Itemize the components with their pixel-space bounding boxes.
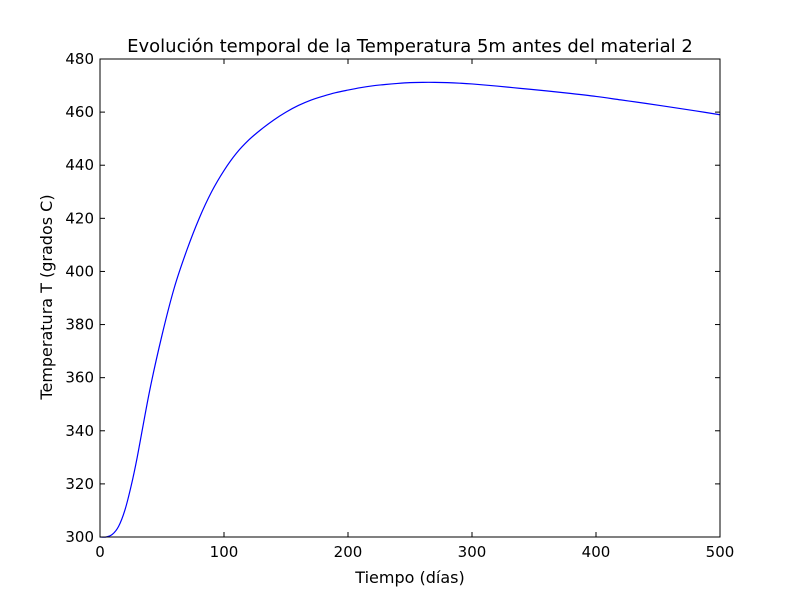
y-tick-label: 440 (65, 156, 94, 174)
y-tick-label: 480 (65, 50, 94, 68)
y-tick-label: 320 (65, 475, 94, 493)
y-tick-label: 360 (65, 369, 94, 387)
x-axis-label: Tiempo (días) (354, 568, 464, 587)
y-tick-label: 340 (65, 422, 94, 440)
temperature-line (99, 81, 721, 538)
x-tick-label: 500 (706, 543, 735, 561)
ticks-group: 0 100 200 300 400 500 300 320 340 360 380 400 420 440… (65, 50, 734, 561)
y-tick-label: 300 (65, 528, 94, 546)
x-tick-label: 400 (582, 543, 611, 561)
y-tick-label: 460 (65, 103, 94, 121)
y-axis-label: Temperatura T (grados C) (37, 194, 56, 400)
series-group (99, 81, 721, 538)
x-tick-label: 200 (334, 543, 363, 561)
plot-frame (99, 58, 721, 538)
x-tick-label: 100 (210, 543, 239, 561)
y-tick-label: 400 (65, 262, 94, 280)
y-tick-label: 380 (65, 316, 94, 334)
y-tick-label: 420 (65, 209, 94, 227)
x-tick-label: 300 (458, 543, 487, 561)
chart-title: Evolución temporal de la Temperatura 5m … (127, 36, 693, 57)
x-tick-label: 0 (95, 543, 105, 561)
